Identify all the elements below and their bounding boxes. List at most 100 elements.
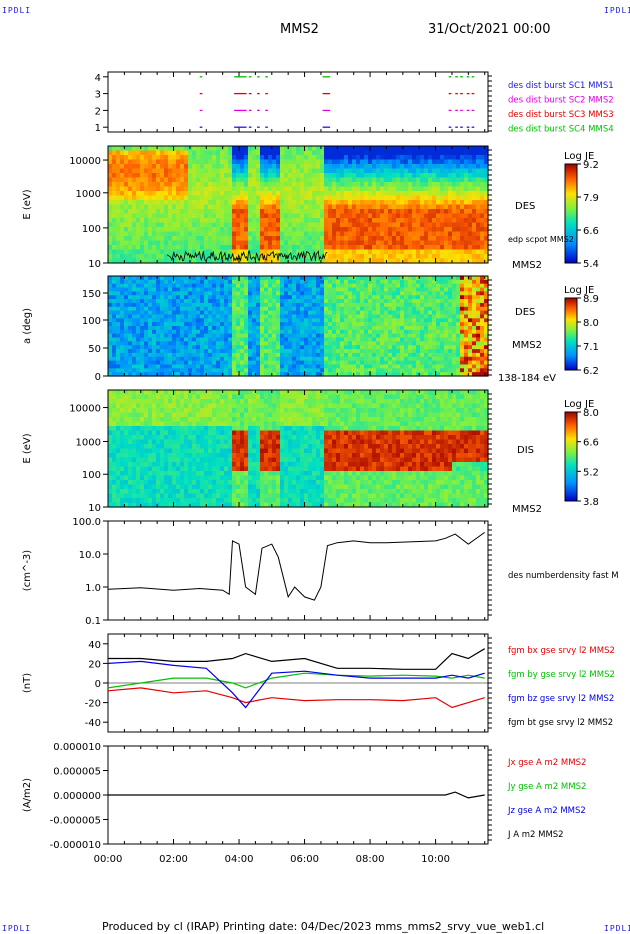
heatmap-cell (396, 240, 401, 246)
heatmap-cell (312, 314, 317, 319)
heatmap-cell (292, 279, 297, 285)
heatmap-cell (396, 227, 401, 233)
heatmap-cell (456, 213, 461, 219)
heatmap-cell (316, 329, 321, 335)
heatmap-cell (188, 213, 193, 219)
heatmap-cell (340, 159, 345, 165)
heatmap-cell (444, 249, 449, 255)
heatmap-cell (316, 364, 321, 369)
heatmap-cell (316, 360, 321, 366)
heatmap-cell (452, 236, 457, 242)
heatmap-cell (144, 164, 149, 170)
heatmap-cell (316, 349, 321, 354)
heatmap-cell (324, 258, 329, 264)
heatmap-cell (416, 186, 421, 192)
heatmap-cell (396, 150, 401, 156)
heatmap-cell (332, 177, 337, 183)
heatmap-cell (368, 349, 373, 354)
heatmap-cell (240, 164, 245, 170)
heatmap-cell (416, 195, 421, 201)
heatmap-cell (152, 191, 157, 197)
heatmap-cell (308, 291, 313, 296)
heatmap-cell (400, 368, 405, 373)
heatmap-cell (168, 204, 173, 210)
heatmap-cell (132, 341, 137, 346)
heatmap-cell (144, 240, 149, 246)
heatmap-cell (344, 245, 349, 251)
heatmap-cell (272, 310, 277, 316)
heatmap-cell (308, 204, 313, 210)
heatmap-cell (148, 204, 153, 210)
heatmap-cell (180, 236, 185, 242)
heatmap-cell (456, 372, 461, 377)
spacecraft-title: MMS2 (280, 22, 319, 37)
heatmap-cell (392, 287, 397, 292)
heatmap-cell (396, 231, 401, 237)
heatmap-cell (460, 279, 465, 285)
heatmap-cell (460, 249, 465, 255)
heatmap-cell (344, 318, 349, 323)
heatmap-cell (456, 258, 461, 264)
heatmap-cell (184, 173, 189, 179)
heatmap-cell (264, 155, 269, 161)
heatmap-cell (268, 218, 273, 224)
heatmap-cell (248, 360, 253, 366)
heatmap-cell (232, 314, 237, 319)
heatmap-cell (316, 209, 321, 215)
heatmap-cell (432, 352, 437, 358)
heatmap-cell (180, 314, 185, 319)
heatmap-cell (148, 314, 153, 319)
heatmap-cell (428, 186, 433, 192)
heatmap-cell (284, 345, 289, 350)
heatmap-cell (252, 249, 257, 255)
heatmap-cell (120, 276, 125, 281)
heatmap-cell (272, 195, 277, 201)
heatmap-cell (268, 352, 273, 358)
heatmap-cell (456, 231, 461, 237)
heatmap-cell (420, 231, 425, 237)
heatmap-cell (124, 204, 129, 210)
heatmap-cell (324, 329, 329, 335)
heatmap-cell (448, 345, 453, 350)
heatmap-cell (248, 287, 253, 292)
heatmap-cell (132, 209, 137, 215)
heatmap-cell (248, 372, 253, 377)
heatmap-cell (164, 291, 169, 296)
heatmap-cell (408, 349, 413, 354)
heatmap-cell (216, 159, 221, 165)
heatmap-cell (408, 236, 413, 242)
heatmap-cell (232, 287, 237, 292)
heatmap-cell (368, 231, 373, 237)
heatmap-cell (356, 299, 361, 304)
heatmap-cell (276, 195, 281, 201)
heatmap-cell (220, 295, 225, 300)
heatmap-cell (248, 345, 253, 350)
heatmap-cell (116, 177, 121, 183)
heatmap-cell (244, 231, 249, 237)
heatmap-cell (308, 310, 313, 316)
heatmap-cell (376, 302, 381, 308)
heatmap-cell (188, 352, 193, 358)
heatmap-cell (108, 329, 113, 335)
heatmap-cell (332, 287, 337, 292)
heatmap-cell (400, 231, 405, 237)
heatmap-cell (124, 372, 129, 377)
heatmap-cell (416, 356, 421, 362)
heatmap-cell (384, 195, 389, 201)
heatmap-cell (220, 254, 225, 260)
heatmap-cell (256, 287, 261, 292)
heatmap-cell (108, 218, 113, 224)
heatmap-cell (172, 314, 177, 319)
heatmap-cell (468, 209, 473, 215)
heatmap-cell (264, 299, 269, 304)
heatmap-cell (192, 337, 197, 342)
heatmap-cell (408, 150, 413, 156)
heatmap-cell (336, 240, 341, 246)
heatmap-cell (292, 314, 297, 319)
heatmap-cell (360, 231, 365, 237)
heatmap-cell (148, 213, 153, 219)
heatmap-cell (316, 337, 321, 342)
heatmap-cell (232, 222, 237, 228)
heatmap-cell (272, 329, 277, 335)
heatmap-cell (392, 276, 397, 281)
